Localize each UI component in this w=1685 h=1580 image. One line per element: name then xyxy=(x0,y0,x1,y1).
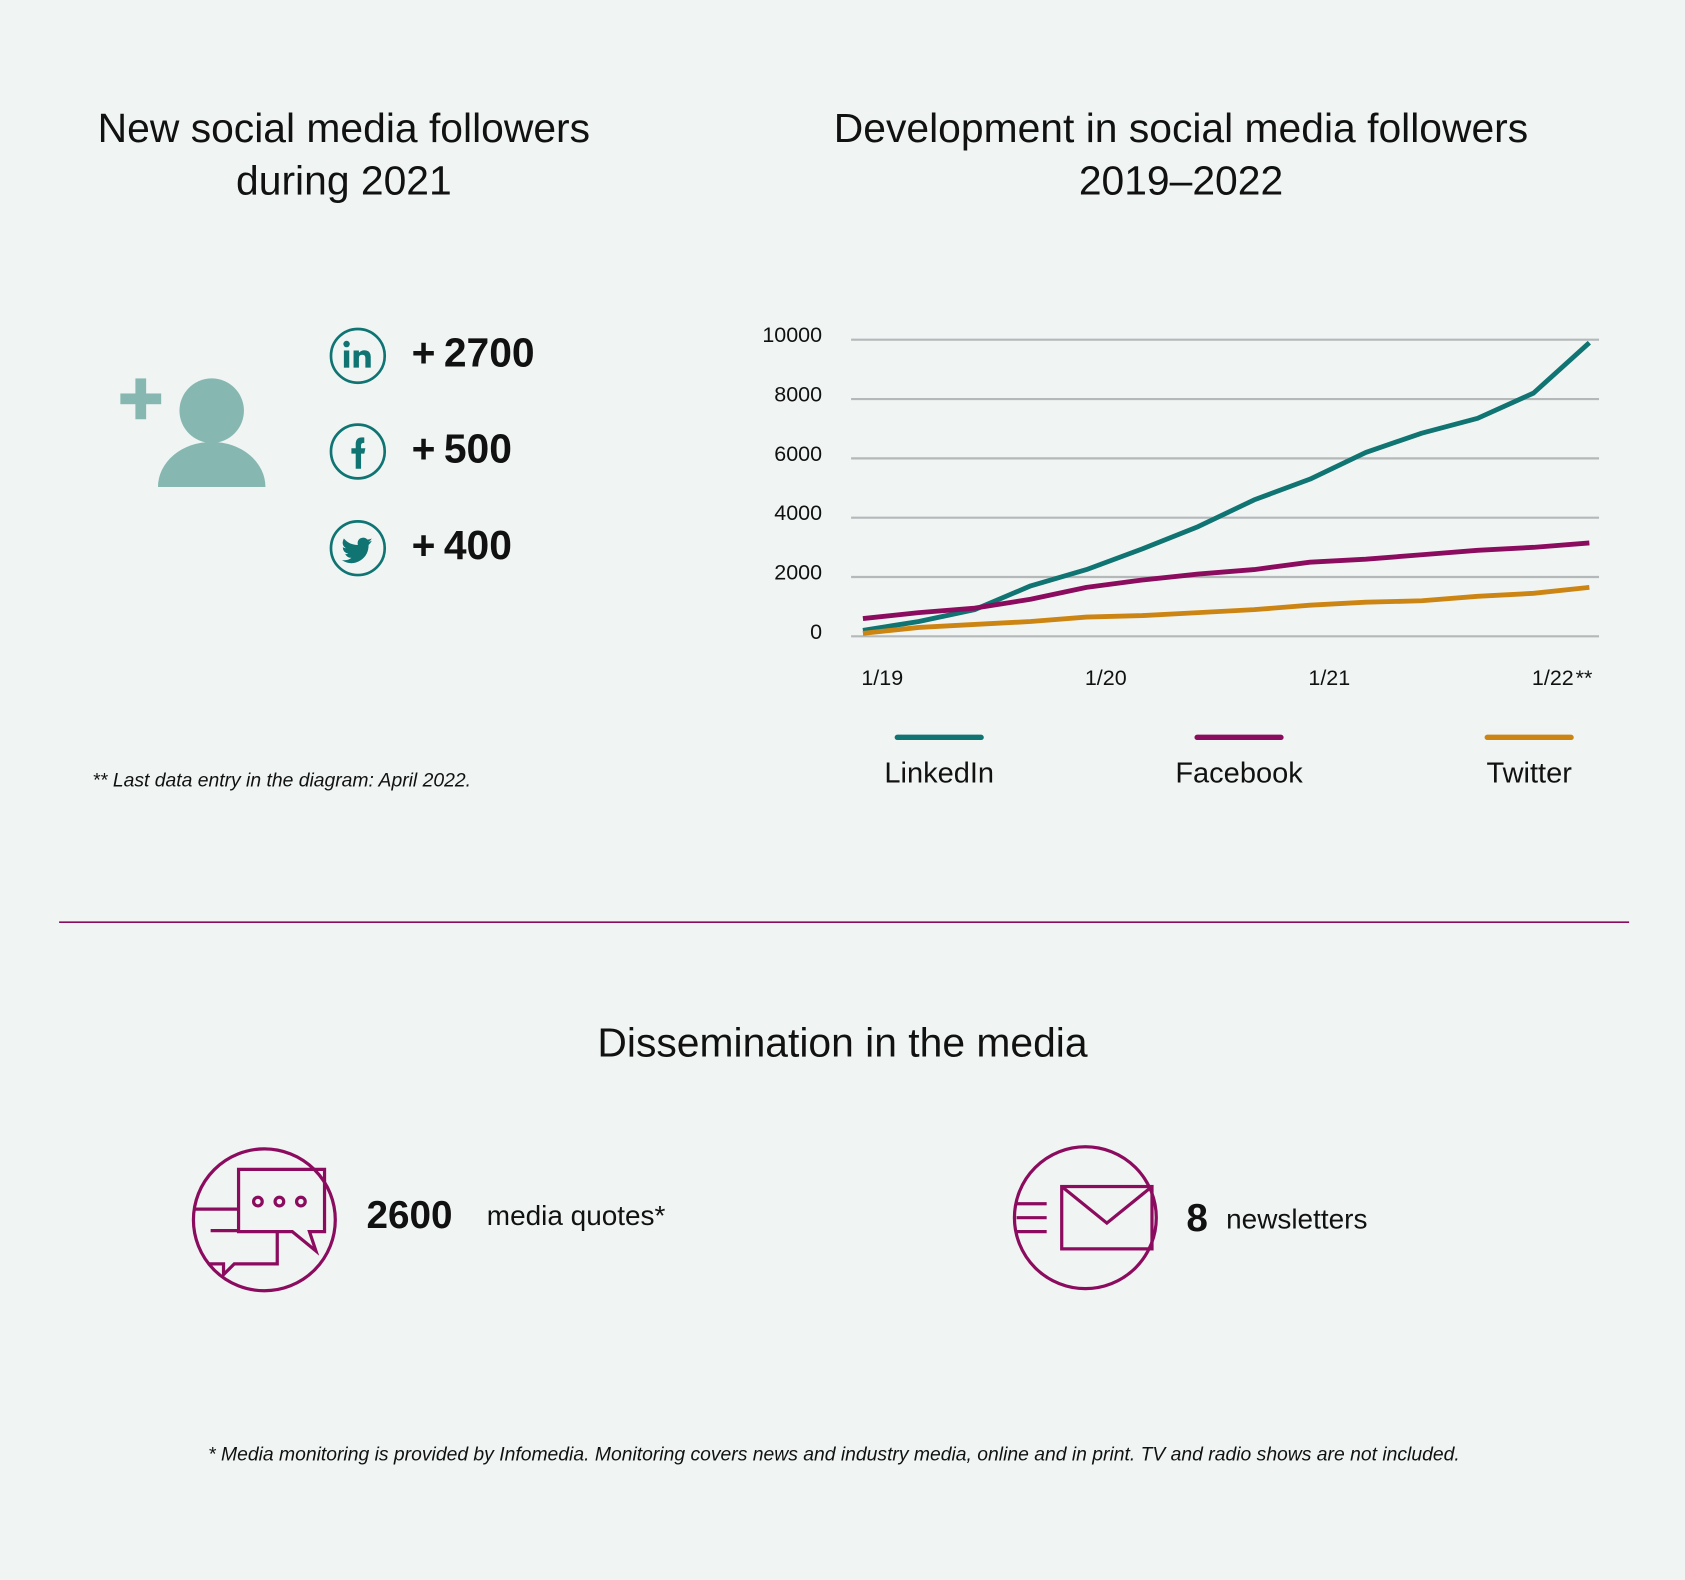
quotes-icon xyxy=(191,1147,337,1293)
media-label: media quotes* xyxy=(487,1200,666,1231)
y-tick-label: 6000 xyxy=(774,442,822,466)
linkedin-glyph xyxy=(343,340,371,368)
media-value: 8 xyxy=(1186,1197,1208,1240)
add-user-icon xyxy=(120,378,266,487)
footnote: ** Last data entry in the diagram: April… xyxy=(92,770,471,792)
legend-label: Twitter xyxy=(1486,758,1572,790)
social-icons xyxy=(329,327,387,577)
x-tick-label: 1/20 xyxy=(1085,666,1127,690)
y-tick-label: 10000 xyxy=(762,323,822,347)
y-tick-label: 4000 xyxy=(774,501,822,525)
section-title: Dissemination in the media xyxy=(597,1020,1087,1066)
x-tick-label: 1/22 xyxy=(1532,666,1574,690)
legend-label: LinkedIn xyxy=(884,758,994,790)
stat-value: 400 xyxy=(444,522,512,568)
panel-title: New social media followers xyxy=(98,105,590,151)
stat-prefix: + xyxy=(412,330,436,376)
footnote: * Media monitoring is provided by Infome… xyxy=(208,1443,1460,1465)
y-tick-label: 2000 xyxy=(774,560,822,584)
stat-prefix: + xyxy=(412,425,436,471)
newsletter-icon xyxy=(1012,1145,1158,1291)
legend-label: Facebook xyxy=(1175,758,1303,790)
x-note: ** xyxy=(1576,666,1593,690)
twitter-glyph xyxy=(341,537,372,564)
stat-value: 500 xyxy=(444,425,512,471)
media-value: 2600 xyxy=(366,1194,452,1237)
stat-value: 2700 xyxy=(444,330,535,376)
series-line xyxy=(862,584,1590,636)
panel-title: during 2021 xyxy=(236,158,452,204)
chart-title: 2019–2022 xyxy=(1079,158,1283,204)
stat-prefix: + xyxy=(412,522,436,568)
media-label: newsletters xyxy=(1226,1203,1367,1234)
series-line xyxy=(862,540,1590,621)
facebook-glyph xyxy=(351,437,366,469)
chart-title: Development in social media followers xyxy=(834,105,1528,151)
y-tick-label: 0 xyxy=(810,620,822,644)
y-tick-label: 8000 xyxy=(774,383,822,407)
x-tick-label: 1/21 xyxy=(1308,666,1350,690)
x-tick-label: 1/19 xyxy=(861,666,903,690)
